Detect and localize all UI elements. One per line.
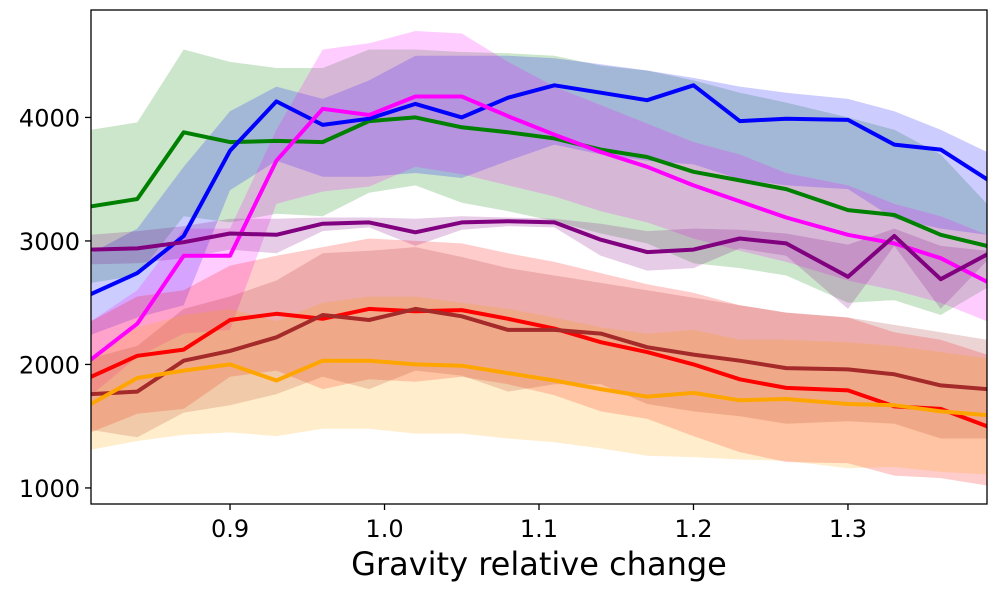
line-orange [91, 358, 987, 418]
y-tick-label: 2000 [19, 351, 80, 379]
band-brown [91, 247, 987, 439]
line-brown [91, 306, 987, 397]
line-magenta [91, 94, 987, 363]
y-tick-label: 1000 [19, 475, 80, 503]
y-tick-label: 4000 [19, 104, 80, 132]
y-tick-label: 3000 [19, 228, 80, 256]
band-orange [91, 296, 987, 475]
band-blue [91, 55, 987, 335]
x-tick-label: 1.1 [520, 515, 558, 543]
x-axis-label: Gravity relative change [351, 545, 727, 583]
x-axis-ticks: 0.9 1.0 1.1 1.2 1.3 [211, 504, 867, 543]
x-tick-label: 1.0 [365, 515, 403, 543]
line-red [91, 306, 987, 429]
x-tick-label: 1.2 [674, 515, 712, 543]
y-axis-ticks: 1000 2000 3000 4000 [19, 104, 91, 503]
series-lines [91, 83, 987, 429]
line-purple [91, 219, 987, 282]
line-blue [91, 83, 987, 297]
band-red [91, 238, 987, 486]
x-tick-label: 0.9 [211, 515, 249, 543]
x-tick-label: 1.3 [829, 515, 867, 543]
